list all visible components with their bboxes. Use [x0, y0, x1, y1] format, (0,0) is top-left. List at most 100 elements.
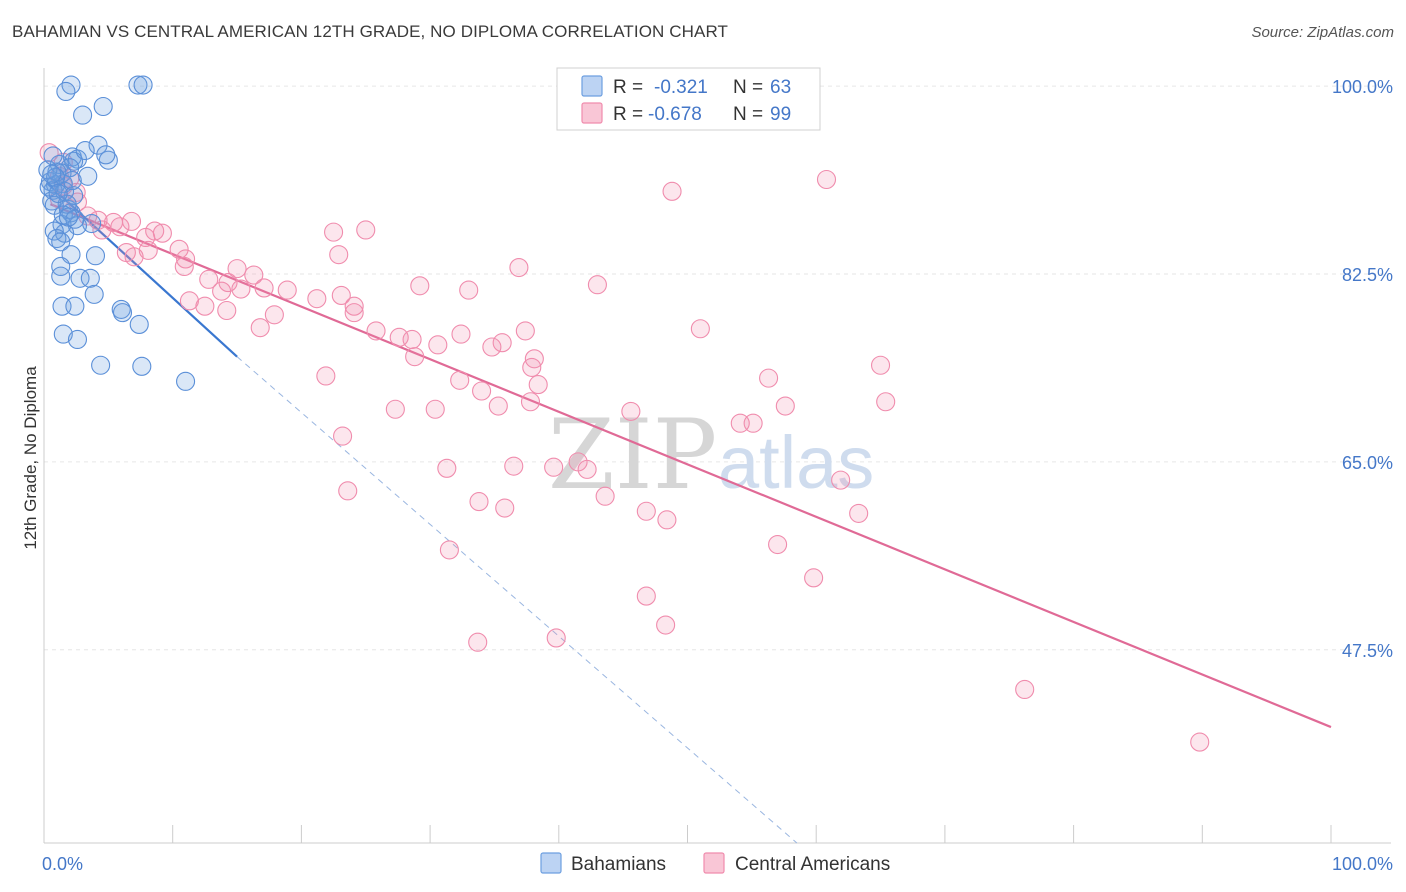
bahamians-point-27	[44, 221, 64, 241]
central-americans-point-68	[469, 492, 489, 512]
y-tick-labels: 47.5% 65.0% 82.5% 100.0%	[1332, 77, 1393, 661]
x-tick-label-1: 100.0%	[1332, 854, 1393, 874]
central-americans-point-52	[450, 370, 470, 390]
central-americans-point-98	[870, 355, 891, 375]
legend-n-value-2: 99	[770, 104, 791, 125]
central-americans-point-57	[385, 399, 405, 419]
bahamians-point-33	[51, 266, 71, 286]
legend-n-label-1: N =	[733, 77, 763, 98]
y-axis-label: 12th Grade, No Diploma	[21, 366, 40, 550]
bahamians-point-39	[111, 299, 131, 319]
watermark-atlas: atlas	[718, 421, 874, 504]
legend-r-label-2: R =	[613, 104, 643, 125]
central-americans-point-15	[152, 223, 172, 243]
bahamians-point-34	[70, 268, 90, 288]
central-americans-point-29	[277, 280, 297, 300]
central-americans-point-12	[110, 217, 130, 237]
bottom-legend-swatch-bahamians	[540, 852, 562, 874]
central-americans-point-53	[528, 375, 548, 395]
trendlines	[45, 181, 1332, 844]
central-americans-point-48	[405, 347, 425, 367]
legend-r-label-1: R =	[613, 77, 643, 98]
bahamians-point-1	[128, 75, 148, 95]
central-americans-point-59	[621, 401, 641, 421]
central-americans-point-30	[212, 281, 232, 301]
central-americans-point-82	[775, 396, 795, 416]
central-americans-point-84	[831, 470, 851, 490]
bahamians-point-32	[51, 256, 71, 277]
central-americans-point-50	[522, 357, 542, 377]
central-americans-point-86	[690, 319, 710, 339]
bahamians-point-5	[73, 105, 93, 125]
central-americans-point-69	[495, 498, 515, 518]
bahamians-point-60	[78, 166, 98, 186]
bahamians-point-48	[96, 145, 116, 165]
legend-swatch-blue	[581, 75, 603, 97]
central-americans-point-94	[329, 245, 349, 265]
central-americans-point-11	[121, 211, 142, 231]
central-americans-point-43	[451, 324, 471, 344]
central-americans-point-17	[169, 239, 189, 259]
legend-swatch-pink	[581, 102, 603, 124]
central-americans-point-95	[459, 280, 479, 300]
central-americans-point-92	[324, 222, 344, 242]
central-americans-point-56	[488, 396, 508, 416]
legend-r-value-2: -0.678	[648, 104, 702, 125]
central-americans-point-58	[425, 399, 445, 419]
bahamians-point-2	[133, 75, 153, 95]
central-americans-point-32	[331, 285, 351, 306]
central-americans-point-74	[546, 628, 566, 648]
central-americans-point-42	[402, 329, 422, 350]
central-americans-point-78	[804, 568, 824, 588]
bahamians-point-3	[56, 81, 76, 102]
central-americans-point-28	[254, 278, 274, 298]
bahamians-point-42	[53, 324, 73, 344]
bahamians-point-44	[91, 355, 111, 375]
legend-n-label-2: N =	[733, 104, 763, 125]
central-americans-point-60	[333, 426, 353, 446]
bahamians-point-8	[98, 150, 118, 170]
central-americans-point-27	[231, 279, 251, 299]
chart-title: BAHAMIAN VS CENTRAL AMERICAN 12TH GRADE,…	[12, 22, 728, 41]
central-americans-point-65	[577, 459, 597, 479]
central-americans-point-18	[138, 240, 158, 260]
bahamians-point-58	[48, 183, 68, 204]
bahamians-point-51	[75, 140, 95, 161]
central-americans-point-23	[227, 259, 247, 279]
central-americans-point-46	[492, 333, 512, 353]
central-americans-point-79	[768, 534, 788, 555]
central-americans-point-85	[876, 392, 896, 412]
central-americans-point-93	[356, 220, 376, 240]
central-americans-point-44	[428, 335, 448, 355]
legend-n-value-1: 63	[770, 77, 791, 98]
bahamians-trend-extension	[236, 356, 798, 844]
axes	[43, 68, 1391, 844]
bahamians-point-35	[80, 268, 100, 288]
bottom-legend-swatch-central-americans	[703, 852, 725, 874]
y-tick-label-1: 65.0%	[1342, 453, 1393, 473]
bahamians-point-38	[65, 296, 85, 316]
bahamians-point-28	[47, 229, 67, 249]
bahamians-point-0	[61, 75, 81, 95]
bahamians-trend-line	[45, 181, 238, 358]
x-tick-labels: 0.0% 100.0%	[42, 854, 1393, 874]
bahamians-point-29	[51, 232, 71, 252]
central-americans-point-35	[195, 296, 215, 316]
legend-r-value-1: -0.321	[654, 77, 708, 98]
central-americans-point-87	[587, 275, 607, 295]
central-americans-point-83	[759, 368, 779, 388]
central-americans-point-24	[244, 265, 264, 285]
bahamians-point-52	[62, 171, 82, 191]
central-americans-point-67	[595, 486, 615, 506]
bottom-legend: Bahamians Central Americans	[540, 852, 890, 875]
central-americans-point-97	[1190, 732, 1210, 752]
central-americans-point-88	[662, 181, 682, 201]
central-americans-point-70	[636, 501, 656, 521]
central-americans-point-89	[816, 169, 837, 190]
central-americans-point-13	[92, 220, 112, 240]
chart-source: Source: ZipAtlas.com	[1251, 24, 1394, 41]
central-americans-point-47	[515, 321, 535, 341]
central-americans-point-31	[179, 291, 199, 311]
bahamians-point-47	[88, 135, 108, 155]
bottom-legend-bahamians: Bahamians	[571, 854, 666, 875]
